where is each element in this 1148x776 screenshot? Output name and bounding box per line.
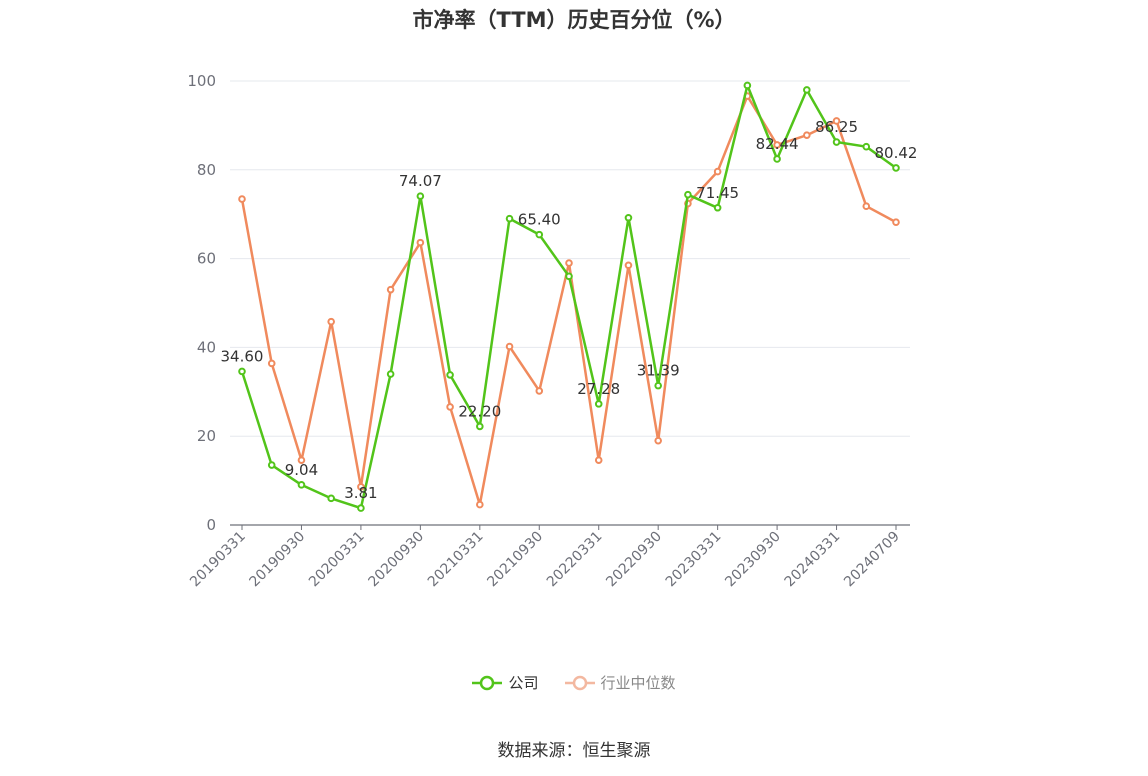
data-point-company — [684, 190, 692, 199]
x-tick-label: 20230930 — [722, 529, 784, 591]
data-point-company — [565, 272, 573, 281]
data-point-industry — [624, 261, 633, 270]
data-point-industry — [238, 195, 246, 203]
legend-company-label: 公司 — [508, 674, 539, 692]
data-point-industry — [713, 167, 722, 176]
x-tick-label: 20240331 — [782, 529, 844, 591]
data-point-company — [624, 213, 633, 222]
data-label: 9.04 — [285, 461, 318, 479]
axes: 0 20 40 60 80 100 2019033120190930202003312020… — [187, 72, 910, 590]
legend: 公司 行业中位数 — [0, 672, 1148, 693]
y-tick-label: 100 — [187, 72, 216, 90]
source-note: 数据来源：恒生聚源 — [497, 741, 651, 761]
data-point-company — [267, 461, 276, 469]
series — [238, 81, 900, 512]
line-chart: 0 20 40 60 80 100 2019033120190930202003312020… — [187, 72, 918, 590]
data-point-industry — [862, 202, 871, 211]
data-label: 65.40 — [518, 211, 561, 229]
data-point-industry — [803, 131, 811, 139]
data-label: 71.45 — [696, 184, 739, 202]
x-tick-label: 20200331 — [306, 529, 368, 591]
data-label: 22.20 — [458, 402, 501, 420]
data-point-industry — [357, 483, 365, 491]
data-point-industry — [327, 317, 335, 326]
data-point-industry — [476, 500, 484, 509]
data-point-industry — [565, 259, 573, 267]
data-point-industry — [594, 456, 603, 464]
data-label: 31.39 — [637, 362, 680, 380]
data-point-company — [803, 86, 811, 94]
data-point-company — [238, 367, 246, 376]
data-label: 27.28 — [577, 380, 620, 398]
data-labels: 34.60 9.04 3.81 74.07 22.20 65.40 27.28 31.39 71… — [221, 118, 918, 502]
legend-industry-icon — [564, 675, 595, 690]
data-label: 74.07 — [399, 172, 442, 190]
y-tick-label: 20 — [197, 427, 216, 445]
data-point-company — [832, 138, 841, 146]
data-point-company — [505, 214, 514, 223]
y-tick-label: 80 — [197, 161, 216, 179]
data-label: 80.42 — [875, 144, 918, 162]
y-tick-label: 60 — [197, 250, 216, 268]
y-tick-label: 0 — [206, 516, 216, 534]
data-point-company — [594, 400, 603, 408]
legend-item-industry[interactable]: 行业中位数 — [564, 672, 676, 693]
data-label: 3.81 — [344, 484, 377, 502]
x-tick-label: 20190930 — [247, 529, 309, 591]
data-point-industry — [386, 285, 395, 294]
data-label: 34.60 — [221, 347, 264, 365]
data-point-industry — [267, 359, 276, 368]
data-point-company — [892, 164, 900, 172]
grid-lines — [230, 80, 910, 437]
data-point-company — [743, 81, 752, 90]
data-point-industry — [654, 436, 662, 445]
data-point-industry — [446, 403, 454, 411]
data-label: 86.25 — [815, 118, 858, 136]
chart-title: 市净率（TTM）历史百分位（%） — [412, 8, 736, 32]
x-tick-label: 20220930 — [603, 529, 665, 591]
data-point-company — [327, 494, 335, 503]
x-tick-label: 20230331 — [663, 529, 725, 591]
x-tick-label: 20210930 — [484, 529, 546, 591]
data-point-company — [386, 370, 395, 378]
data-point-company — [297, 481, 306, 489]
data-point-industry — [832, 117, 841, 125]
data-point-company — [476, 422, 484, 431]
data-point-company — [357, 504, 365, 512]
legend-company-icon — [472, 675, 503, 690]
data-point-industry — [892, 218, 900, 226]
series-line-industry — [240, 94, 897, 506]
x-tick-label: 20190331 — [187, 529, 249, 591]
data-point-industry — [297, 456, 306, 464]
data-point-company — [535, 230, 544, 239]
data-point-company — [862, 142, 871, 151]
data-point-company — [654, 381, 662, 390]
data-label: 82.44 — [756, 135, 799, 153]
data-point-company — [416, 192, 425, 200]
data-point-industry — [535, 387, 544, 395]
legend-item-company[interactable]: 公司 — [472, 672, 539, 693]
legend-industry-label: 行业中位数 — [600, 674, 676, 692]
data-point-industry — [773, 141, 781, 149]
data-point-company — [446, 371, 454, 379]
data-point-industry — [505, 342, 514, 351]
x-tick-label: 20210331 — [425, 529, 487, 591]
data-point-company — [773, 155, 781, 163]
y-tick-label: 40 — [197, 338, 216, 356]
x-tick-label: 20220331 — [544, 529, 606, 591]
data-point-company — [713, 203, 722, 212]
x-tick-label: 20240709 — [841, 529, 903, 591]
data-point-industry — [416, 238, 425, 247]
x-tick-label: 20200930 — [365, 529, 427, 591]
